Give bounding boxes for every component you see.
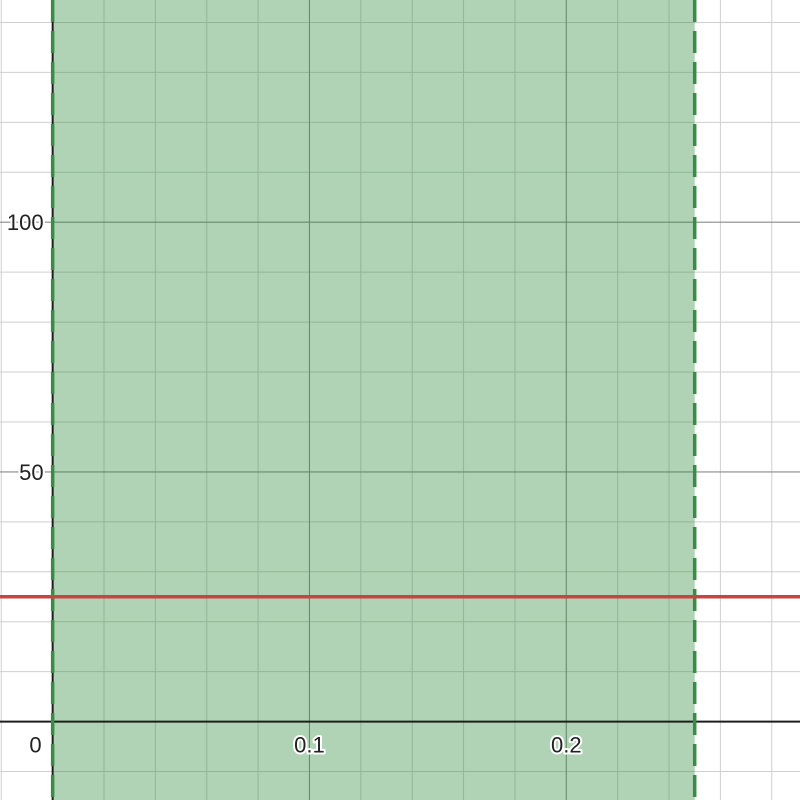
shaded-region-layer [52,0,695,800]
shaded-region[interactable] [52,0,695,800]
x-tick-label: 0.1 [294,733,325,758]
y-tick-label: 100 [7,210,44,235]
y-tick-label: 50 [19,460,43,485]
x-tick-label-origin: 0 [29,733,41,758]
x-tick-label: 0.2 [551,733,582,758]
tick-labels-layer: 0 0.1 0.2 50 100 [5,208,584,759]
